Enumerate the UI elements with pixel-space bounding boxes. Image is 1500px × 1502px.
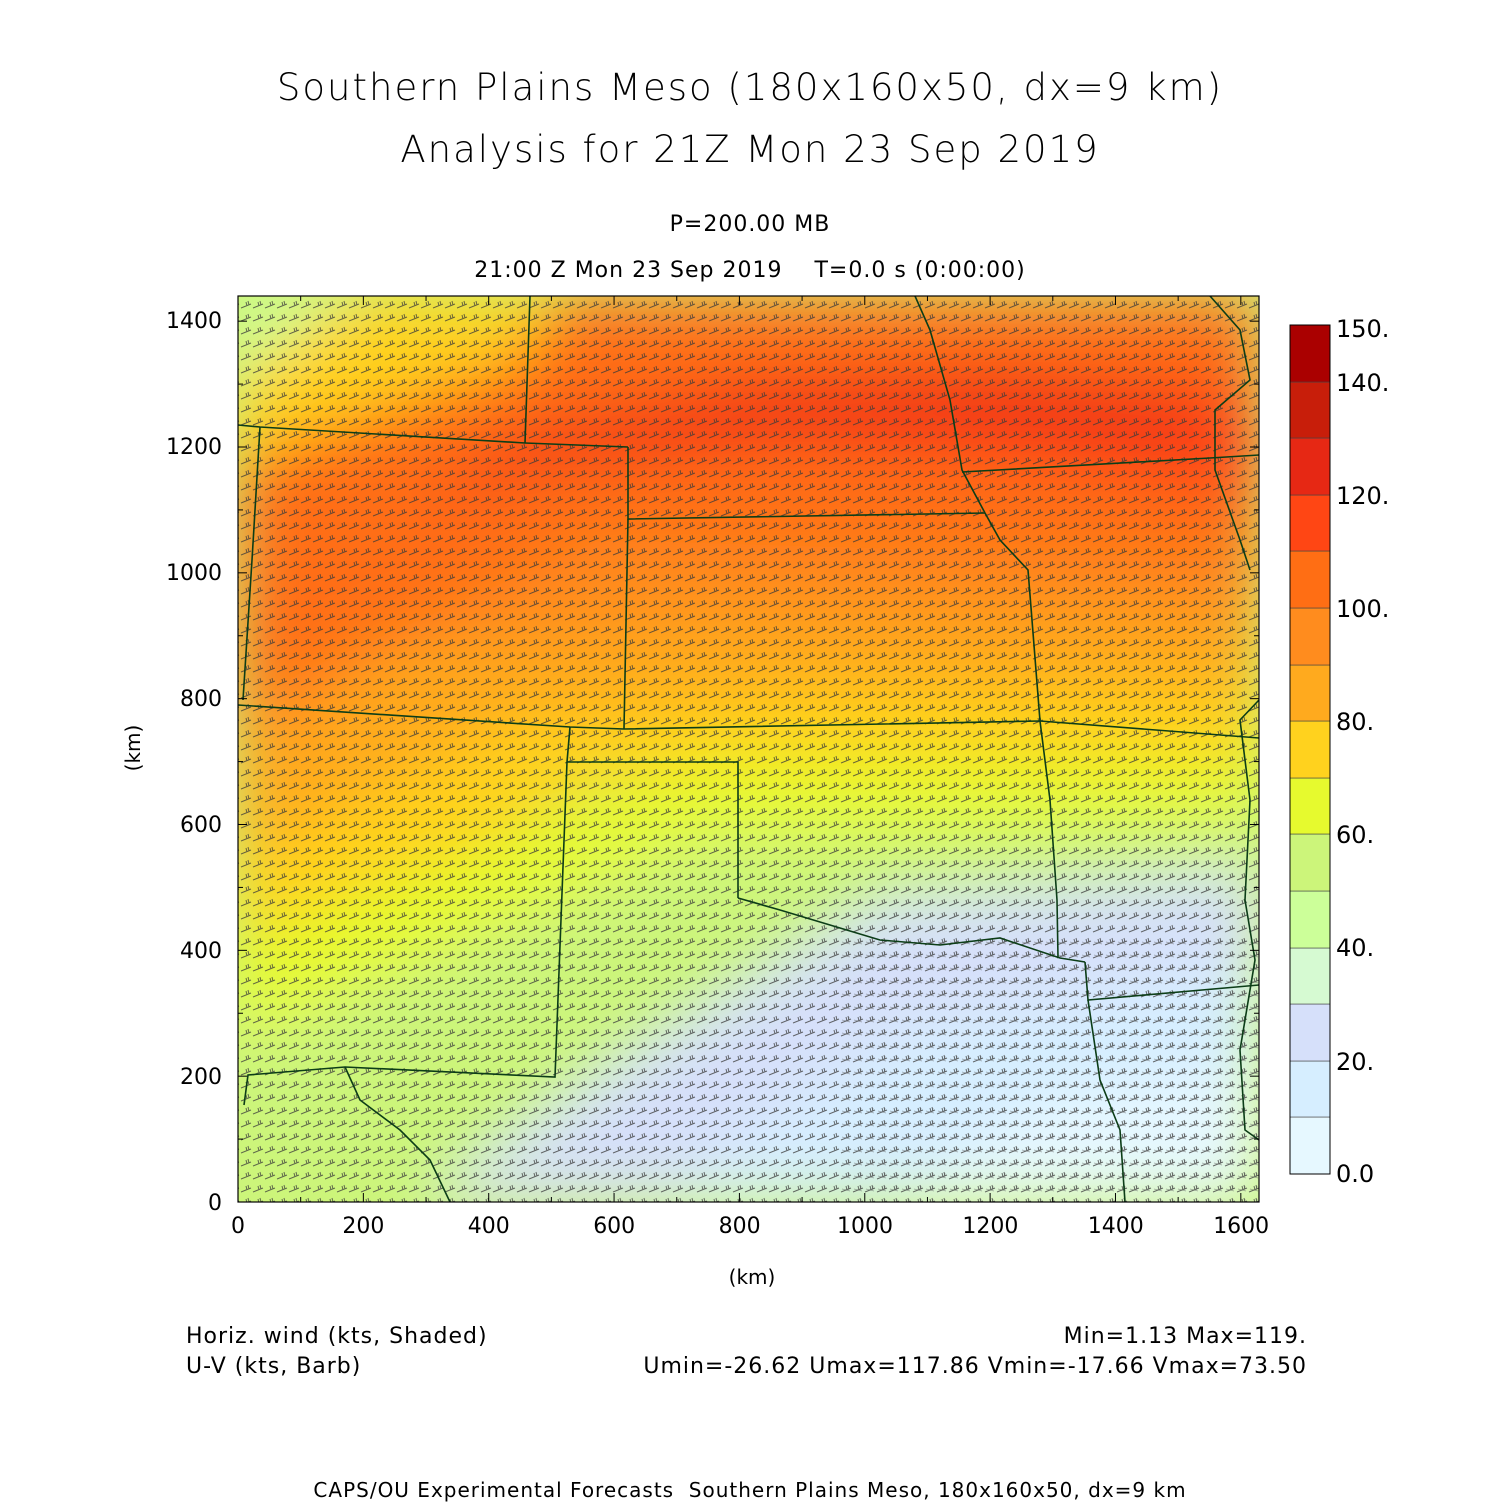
state-borders [238, 296, 1259, 1202]
colorbar-label: 150. [1336, 315, 1389, 343]
colorbar-swatch [1289, 494, 1331, 552]
x-tick-label: 200 [342, 1214, 384, 1239]
colorbar-label: 20. [1336, 1048, 1374, 1076]
y-tick-label: 1000 [166, 561, 222, 586]
border-co-ks [623, 518, 629, 730]
axis-ticks [237, 296, 1259, 1203]
x-tick-label: 400 [468, 1214, 510, 1239]
wind-speed-shading [238, 296, 1259, 1202]
colorbar-swatch [1289, 720, 1331, 779]
colorbar-label: 80. [1336, 708, 1374, 736]
colorbar-swatch [1289, 607, 1331, 666]
colorbar-swatch [1289, 947, 1331, 1005]
border-ia-mo [961, 454, 1259, 473]
legend-barb-field: U-V (kts, Barb) [186, 1354, 362, 1379]
y-tick-label: 200 [180, 1065, 222, 1090]
colorbar-swatch [1289, 833, 1331, 892]
border-tx-la [1087, 999, 1126, 1202]
colorbar-swatch [1289, 1116, 1331, 1175]
colorbar-label: 100. [1336, 595, 1389, 623]
y-tick-label: 400 [180, 939, 222, 964]
border-rio-grande [344, 1066, 451, 1202]
border-red-river [737, 897, 1086, 963]
colorbar-swatch [1289, 777, 1331, 835]
border-ok-panhandle [566, 726, 739, 898]
border-ne-ia-missouri-river [914, 296, 986, 514]
colorbar-swatch [1289, 381, 1331, 439]
y-tick-label: 0 [208, 1191, 222, 1216]
colorbar-swatch [1289, 324, 1331, 383]
y-tick-label: 600 [180, 813, 222, 838]
footer-credit: CAPS/OU Experimental Forecasts Southern … [313, 1478, 1187, 1502]
y-axis-tick-labels: 0 200 400 600 800 1000 1200 1400 [166, 309, 222, 1216]
colorbar-labels: 0.0 20. 40. 60. 80. 100. 120. 140. 150. [1336, 315, 1389, 1188]
colorbar-swatch [1289, 550, 1331, 609]
map-title-line2: Analysis for 21Z Mon 23 Sep 2019 [400, 128, 1100, 171]
colorbar-label: 40. [1336, 934, 1374, 962]
valid-time-label: 21:00 Z Mon 23 Sep 2019 T=0.0 s (0:00:00… [474, 258, 1026, 283]
border-mississippi-lower [1239, 699, 1259, 1141]
pressure-level-label: P=200.00 MB [669, 212, 831, 237]
uv-extremes-readout: Umin=-26.62 Umax=117.86 Vmin=-17.66 Vmax… [643, 1354, 1307, 1379]
y-tick-label: 1400 [166, 309, 222, 334]
y-axis-label: (km) [121, 725, 145, 772]
colorbar-swatch [1289, 1003, 1331, 1062]
border-wy-ne [524, 296, 531, 444]
colorbar-label: 0.0 [1336, 1160, 1374, 1188]
border-mississippi-upper [1209, 296, 1251, 571]
border-ut-co [242, 426, 261, 701]
map-title-line1: Southern Plains Meso (180x160x50, dx=9 k… [276, 66, 1224, 109]
colorbar [1289, 324, 1331, 1175]
wind-barbs-light [840, 940, 1259, 1202]
plot-frame [237, 295, 1260, 1203]
x-tick-label: 1400 [1088, 1214, 1144, 1239]
colorbar-swatch [1289, 890, 1331, 949]
x-axis-label: (km) [729, 1265, 776, 1289]
border-ks-mo [984, 512, 1041, 722]
x-axis-tick-labels: 0 200 400 600 800 1000 1200 1400 1600 [231, 1214, 1269, 1239]
colorbar-label: 60. [1336, 821, 1374, 849]
border-wy-co-ne [238, 424, 629, 448]
x-tick-label: 1200 [962, 1214, 1018, 1239]
x-tick-label: 0 [231, 1214, 245, 1239]
x-tick-label: 800 [719, 1214, 761, 1239]
x-tick-label: 1000 [837, 1214, 893, 1239]
colorbar-swatch [1289, 437, 1331, 496]
y-tick-label: 1200 [166, 435, 222, 460]
x-tick-label: 1600 [1213, 1214, 1269, 1239]
colorbar-label: 140. [1336, 369, 1389, 397]
min-max-readout: Min=1.13 Max=119. [1063, 1324, 1307, 1349]
colorbar-frame [1289, 324, 1331, 1175]
colorbar-label: 120. [1336, 482, 1389, 510]
x-tick-label: 600 [593, 1214, 635, 1239]
colorbar-swatch [1289, 664, 1331, 722]
y-tick-label: 800 [180, 687, 222, 712]
legend-shaded-field: Horiz. wind (kts, Shaded) [186, 1324, 488, 1349]
border-ok-ar [1039, 720, 1059, 959]
colorbar-swatch [1289, 1060, 1331, 1118]
